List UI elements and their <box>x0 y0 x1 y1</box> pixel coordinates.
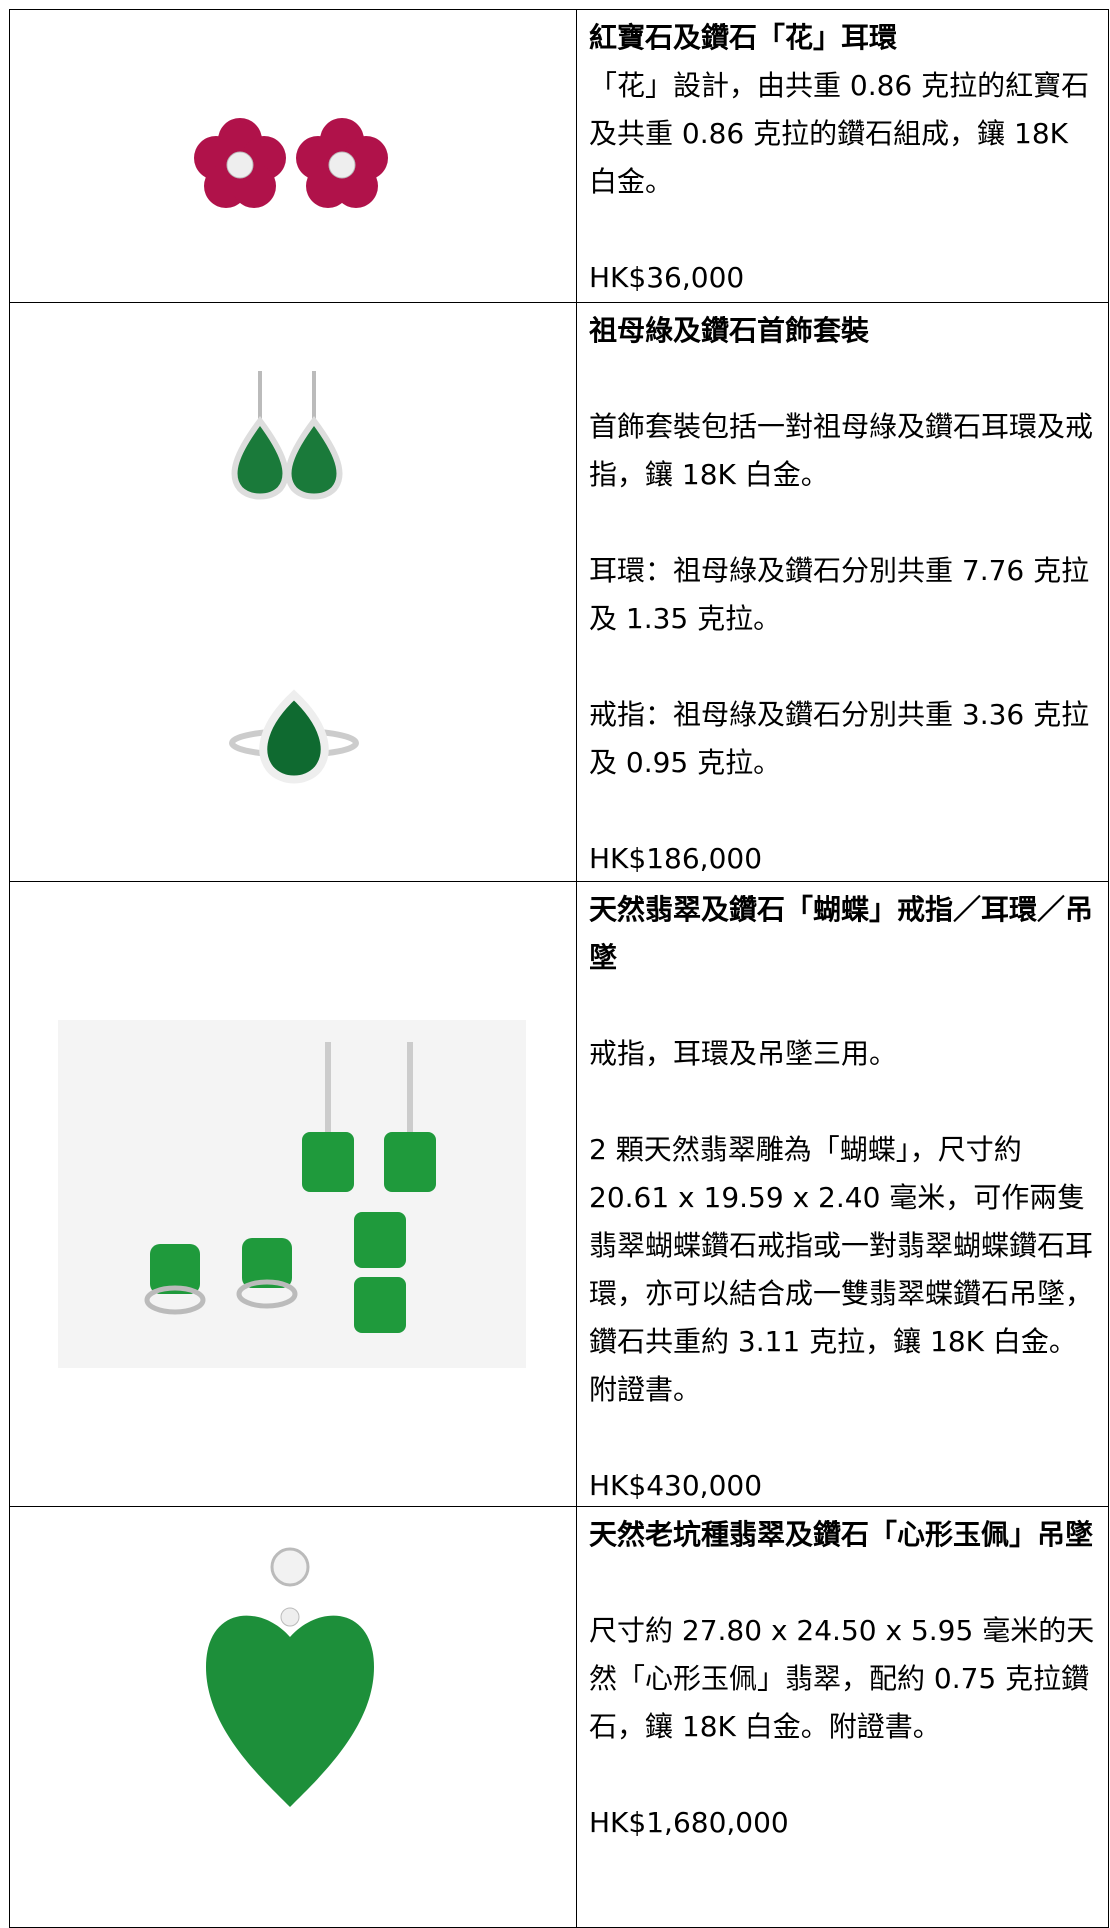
jade-heart-image <box>206 1547 374 1807</box>
item-description: 首飾套裝包括一對祖母綠及鑽石耳環及戒指，鑲 18K 白金。 <box>589 410 1094 491</box>
page: 紅寶石及鑽石「花」耳環 「花」設計，由共重 0.86 克拉的紅寶石及共重 0.8… <box>9 9 1109 1928</box>
text-cell: 祖母綠及鑽石首飾套裝 首飾套裝包括一對祖母綠及鑽石耳環及戒指，鑲 18K 白金。… <box>576 302 1109 882</box>
row: 天然老坑種翡翠及鑽石「心形玉佩」吊墜 尺寸約 27.80 x 24.50 x 5… <box>9 1506 1109 1928</box>
text-cell: 天然老坑種翡翠及鑽石「心形玉佩」吊墜 尺寸約 27.80 x 24.50 x 5… <box>576 1506 1109 1928</box>
item-price: HK$186,000 <box>589 842 763 875</box>
item-title: 紅寶石及鑽石「花」耳環 <box>589 21 898 54</box>
ruby-earrings-image <box>194 118 388 208</box>
item-description: 戒指：祖母綠及鑽石分別共重 3.36 克拉及 0.95 克拉。 <box>589 698 1090 779</box>
item-description: 尺寸約 27.80 x 24.50 x 5.95 毫米的天然「心形玉佩」翡翠，配… <box>589 1614 1095 1743</box>
item-description: 2 顆天然翡翠雕為「蝴蝶」，尺寸約 20.61 x 19.59 x 2.40 毫… <box>589 1133 1094 1406</box>
item-price: HK$1,680,000 <box>589 1806 789 1839</box>
jade-butterfly-image <box>58 1020 526 1368</box>
text-cell: 紅寶石及鑽石「花」耳環 「花」設計，由共重 0.86 克拉的紅寶石及共重 0.8… <box>576 9 1109 303</box>
item-price: HK$430,000 <box>589 1469 763 1502</box>
item-description: 戒指，耳環及吊墜三用。 <box>589 1037 898 1070</box>
item-title: 祖母綠及鑽石首飾套裝 <box>589 314 870 347</box>
row: 天然翡翠及鑽石「蝴蝶」戒指／耳環／吊墜 戒指，耳環及吊墜三用。 2 顆天然翡翠雕… <box>9 881 1109 1507</box>
image-cell <box>9 302 577 882</box>
item-title: 天然老坑種翡翠及鑽石「心形玉佩」吊墜 <box>589 1518 1094 1551</box>
product-table: 紅寶石及鑽石「花」耳環 「花」設計，由共重 0.86 克拉的紅寶石及共重 0.8… <box>9 9 1109 1928</box>
item-description: 「花」設計，由共重 0.86 克拉的紅寶石及共重 0.86 克拉的鑽石組成，鑲 … <box>589 69 1090 198</box>
emerald-set-image <box>229 371 359 784</box>
image-cell <box>9 9 577 303</box>
image-cell <box>9 881 577 1507</box>
row: 祖母綠及鑽石首飾套裝 首飾套裝包括一對祖母綠及鑽石耳環及戒指，鑲 18K 白金。… <box>9 302 1109 882</box>
item-title: 天然翡翠及鑽石「蝴蝶」戒指／耳環／吊墜 <box>589 893 1094 974</box>
item-description: 耳環：祖母綠及鑽石分別共重 7.76 克拉及 1.35 克拉。 <box>589 554 1090 635</box>
item-price: HK$36,000 <box>589 261 745 294</box>
row: 紅寶石及鑽石「花」耳環 「花」設計，由共重 0.86 克拉的紅寶石及共重 0.8… <box>9 9 1109 303</box>
image-cell <box>9 1506 577 1928</box>
text-cell: 天然翡翠及鑽石「蝴蝶」戒指／耳環／吊墜 戒指，耳環及吊墜三用。 2 顆天然翡翠雕… <box>576 881 1109 1507</box>
